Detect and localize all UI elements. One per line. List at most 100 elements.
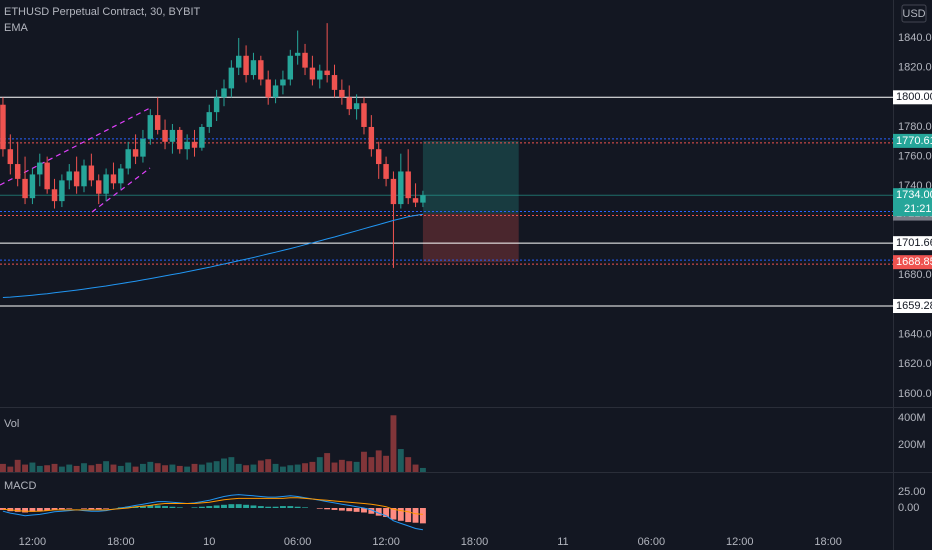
chart-title: ETHUSD Perpetual Contract, 30, BYBIT (4, 6, 201, 18)
candle-body (346, 97, 352, 110)
volume-bar (412, 464, 419, 472)
volume-bar (22, 464, 28, 472)
volume-bar (279, 466, 286, 472)
candle-body (184, 141, 190, 150)
signal-line (2, 497, 423, 515)
macd-histogram-bar (125, 506, 132, 509)
volume-bar (191, 463, 198, 472)
y-tick-label: 1680.00 (898, 269, 932, 281)
level-label-box (893, 236, 932, 251)
macd-histogram-bar (331, 508, 338, 510)
macd-histogram-bar (44, 508, 51, 511)
y-tick-label: 400M (898, 412, 926, 424)
macd-histogram-bar (228, 504, 235, 509)
last-price-box (893, 188, 932, 217)
macd-histogram-bar (390, 508, 397, 520)
x-tick-label: 18:00 (107, 536, 135, 548)
level-label: 1659.28 (896, 300, 932, 312)
macd-histogram-bar (257, 506, 264, 509)
macd-histogram-bar (191, 507, 198, 509)
volume-bar (29, 462, 36, 472)
candle-body (199, 126, 205, 148)
candle-body (405, 171, 411, 199)
macd-histogram-bar (213, 505, 220, 509)
volume-bar (257, 460, 264, 472)
volume-bar (324, 453, 331, 472)
candle-body (258, 60, 264, 80)
y-tick-label: 1840.00 (898, 32, 932, 44)
volume-bar (0, 463, 6, 472)
x-tick-label: 10 (203, 536, 215, 548)
candle-body (73, 171, 80, 187)
candle-body (191, 141, 198, 148)
candle-body (213, 97, 220, 113)
volume-bar (272, 463, 279, 472)
candle-body (206, 112, 212, 127)
candle-body (37, 162, 43, 175)
profit-zone (422, 140, 519, 214)
volume-bar (390, 415, 397, 472)
candle-body (7, 149, 14, 165)
volume-bar (154, 463, 161, 472)
candle-body (302, 52, 308, 68)
volume-bar (294, 464, 301, 472)
macd-histogram-bar (368, 508, 375, 514)
candle-body (324, 70, 330, 76)
macd-histogram-bar (235, 504, 242, 509)
macd-histogram-bar (405, 508, 412, 523)
macd-histogram-bar (353, 508, 360, 512)
volume-bar (162, 465, 168, 472)
currency-box[interactable] (901, 4, 927, 23)
candle-body (169, 129, 176, 142)
volume-bar (73, 465, 80, 472)
macd-histogram-bar (66, 508, 73, 509)
candle-body (88, 165, 95, 181)
volume-bar (213, 461, 220, 472)
candle-body (243, 55, 249, 76)
macd-histogram-bar (302, 507, 308, 509)
macd-histogram-bar (147, 505, 154, 509)
volume-bar (228, 457, 235, 472)
candle-body (132, 149, 139, 157)
candle-body (125, 149, 131, 169)
volume-bar (287, 465, 294, 472)
candle-body (235, 55, 242, 68)
plot (0, 23, 426, 531)
candle-body (81, 165, 87, 187)
macd-histogram-bar (22, 508, 28, 513)
candle-body (390, 178, 397, 205)
candle-body (361, 103, 367, 127)
volume-bar (265, 459, 272, 472)
candle-body (287, 55, 294, 80)
candle-body (22, 178, 28, 199)
volume-bar (361, 451, 367, 472)
macd-histogram-bar (58, 508, 65, 510)
y-tick-label: 1600.00 (898, 388, 932, 400)
macd-histogram-bar (132, 506, 139, 509)
candle-body (280, 79, 286, 86)
volume-bar (95, 463, 102, 472)
macd-histogram-bar (338, 508, 345, 511)
volume-bar (88, 465, 95, 472)
candle-body (96, 180, 102, 194)
volume-bar (368, 457, 375, 472)
volume-bar (338, 459, 345, 472)
volume-bar (243, 465, 250, 472)
volume-bar (353, 461, 360, 472)
candle-body (110, 174, 117, 184)
macd-histogram-bar (176, 507, 183, 509)
macd-histogram-bar (272, 506, 279, 509)
y-tick-label: 1640.00 (898, 329, 932, 341)
macd-histogram-bar (383, 508, 390, 517)
candle-body (177, 129, 183, 150)
currency[interactable]: USD (902, 8, 925, 20)
volume-bar (117, 465, 124, 472)
macd-histogram-bar (361, 508, 367, 513)
macd-histogram-bar (324, 508, 331, 510)
candle-body (309, 67, 316, 80)
macd-histogram-bar (250, 505, 257, 509)
level-label-box (893, 133, 932, 148)
macd-histogram-bar (139, 506, 146, 509)
